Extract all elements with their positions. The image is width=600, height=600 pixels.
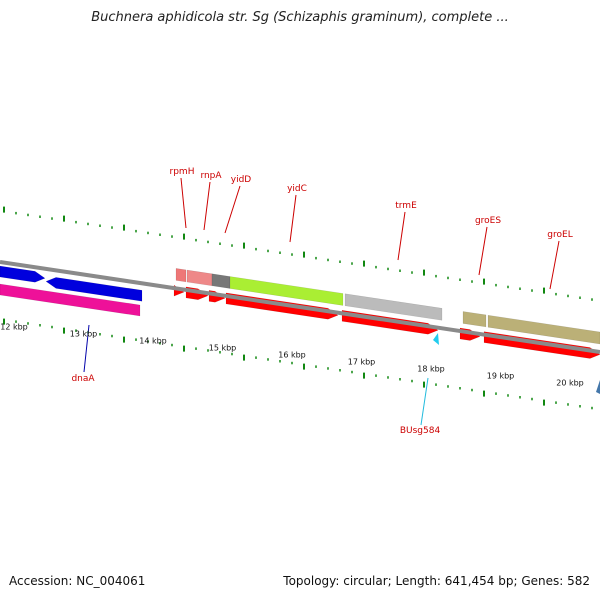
kbp-label: 12 kbp [0, 322, 28, 331]
edge-marker [596, 380, 600, 394]
gene-label-yidc: yidC [287, 184, 307, 194]
groES-gene [462, 311, 487, 328]
gene-label-rpmh: rpmH [170, 167, 195, 177]
label-leader [397, 211, 406, 261]
label-leader [478, 226, 488, 276]
rnpA-gene [186, 269, 213, 287]
yidD-gene [211, 273, 231, 289]
dnaA-gene [45, 277, 143, 302]
genome-backbone [0, 260, 600, 354]
trmE-gene [344, 293, 443, 321]
kbp-label: 18 kbp [417, 365, 445, 374]
label-leader [180, 177, 187, 229]
yidC-gene [229, 276, 344, 306]
BUsg584-marker [433, 333, 439, 345]
gene-label-groel: groEL [547, 230, 572, 240]
rpmH-gene [175, 268, 187, 283]
kbp-label: 15 kbp [209, 343, 237, 352]
gene-label-trme: trmE [395, 201, 417, 211]
dnaA-fragment [0, 265, 46, 283]
inner-tick-marks [3, 318, 593, 410]
kbp-label: 16 kbp [278, 350, 306, 359]
kbp-label: 20 kbp [556, 379, 584, 388]
label-leader [549, 240, 560, 290]
accession-text: Accession: NC_004061 [9, 574, 146, 588]
groEL-gene [487, 314, 600, 345]
gene-label-yidd: yidD [231, 175, 252, 185]
label-leader [203, 181, 211, 231]
kbp-label: 13 kbp [70, 329, 98, 338]
kbp-scale-labels: 12 kbp 13 kbp 14 kbp 15 kbp 16 kbp 17 kbp 18 k… [0, 322, 584, 387]
genome-summary-text: Topology: circular; Length: 641,454 bp; … [283, 574, 590, 588]
kbp-label: 19 kbp [487, 372, 515, 381]
gene-label-rnpa: rnpA [200, 171, 222, 181]
label-leader [420, 377, 429, 426]
gene-label-busg584: BUsg584 [400, 426, 441, 436]
magenta-cds [0, 283, 141, 317]
label-leaders [83, 177, 560, 426]
label-leader [289, 194, 297, 243]
gene-label-groes: groES [475, 216, 501, 226]
outer-tick-marks [3, 206, 593, 301]
gene-labels: rpmH rnpA yidD yidC trmE groES groEL dnaA BUsg58… [71, 167, 572, 436]
label-leader [83, 324, 90, 373]
kbp-label: 14 kbp [139, 336, 167, 345]
label-leader [224, 185, 241, 234]
kbp-label: 17 kbp [348, 358, 376, 367]
map-title: Buchnera aphidicola str. Sg (Schizaphis … [91, 10, 509, 25]
gene-label-dnaa: dnaA [71, 374, 95, 384]
